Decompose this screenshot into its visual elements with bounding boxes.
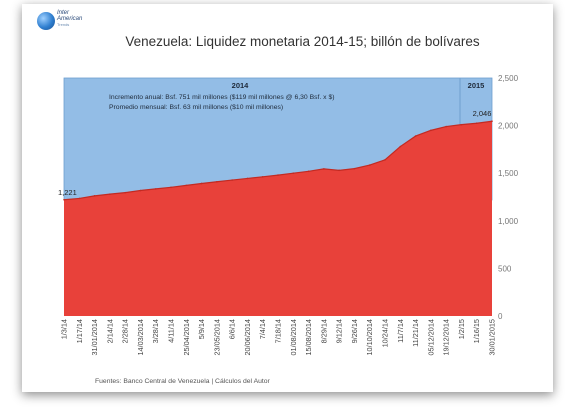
data-point xyxy=(246,177,249,180)
x-tick-label: 19/12/2014 xyxy=(442,319,451,356)
x-tick-label: 2/28/14 xyxy=(121,319,130,343)
data-point xyxy=(185,184,188,187)
source-note: Fuentes: Banco Central de Venezuela | Cá… xyxy=(95,378,270,385)
logo-text-line3: Trends xyxy=(57,22,70,27)
annotation-annual-increase: Incremento anual: Bsf. 751 mil millones … xyxy=(109,94,335,101)
logo-text-line1: Inter xyxy=(57,10,70,16)
x-tick-label: 15/08/2014 xyxy=(304,319,313,356)
y-tick-label: 1,000 xyxy=(498,217,519,226)
x-tick-label: 25/04/2014 xyxy=(182,319,191,356)
inter-american-trends-logo: Inter American Trends xyxy=(37,8,82,32)
x-tick-label: 8/29/14 xyxy=(319,319,328,343)
annotation-year-2014: 2014 xyxy=(232,81,250,90)
x-tick-label: 05/12/2014 xyxy=(426,319,435,356)
x-tick-label: 10/10/2014 xyxy=(365,319,374,356)
x-tick-label: 11/21/14 xyxy=(411,319,420,347)
data-point xyxy=(384,159,386,161)
x-tick-label: 1/17/14 xyxy=(75,319,84,343)
x-tick-label: 1/16/15 xyxy=(472,319,481,343)
globe-icon xyxy=(37,12,55,30)
data-point xyxy=(491,120,493,123)
data-point xyxy=(261,176,264,178)
data-point xyxy=(338,169,340,172)
x-tick-label: 9/26/14 xyxy=(350,319,359,343)
x-tick-label: 2/14/14 xyxy=(105,319,114,343)
y-tick-label: 500 xyxy=(498,264,512,273)
data-point xyxy=(277,174,279,176)
data-point xyxy=(460,123,463,126)
x-tick-label: 1/3/14 xyxy=(60,319,69,339)
logo-text-line2: American xyxy=(57,16,83,22)
x-tick-label: 5/9/14 xyxy=(197,319,206,339)
data-point xyxy=(63,198,65,201)
data-point xyxy=(292,172,295,174)
data-point xyxy=(154,188,157,190)
data-point xyxy=(139,189,142,192)
data-label: 2,046 xyxy=(473,109,492,118)
data-point xyxy=(430,129,432,132)
data-point xyxy=(231,179,233,181)
data-point xyxy=(323,168,325,170)
data-point xyxy=(353,167,356,170)
data-point xyxy=(399,145,402,148)
x-tick-label: 30/01/2015 xyxy=(488,319,497,356)
data-point xyxy=(109,193,111,195)
chart-title: Venezuela: Liquidez monetaria 2014-15; b… xyxy=(125,34,480,49)
y-tick-label: 2,000 xyxy=(498,122,519,131)
x-tick-label: 7/18/14 xyxy=(274,319,283,343)
x-tick-label: 23/05/2014 xyxy=(212,319,221,356)
x-tick-label: 1/2/15 xyxy=(457,319,466,339)
x-tick-label: 3/28/14 xyxy=(151,319,160,343)
x-tick-label: 6/6/14 xyxy=(228,319,237,339)
data-label: 1,221 xyxy=(58,188,77,197)
data-point xyxy=(307,170,310,173)
x-tick-label: 11/7/14 xyxy=(396,319,405,343)
y-tick-label: 0 xyxy=(498,312,503,321)
data-point xyxy=(475,122,478,125)
annotation-monthly-average: Promedio mensual: Bsf. 63 mil millones (… xyxy=(109,104,283,111)
x-tick-label: 7/4/14 xyxy=(258,319,267,339)
data-point xyxy=(216,180,218,183)
data-point xyxy=(124,191,126,194)
liquidity-area xyxy=(64,121,492,317)
x-tick-label: 4/11/14 xyxy=(167,319,176,343)
data-point xyxy=(93,195,96,197)
data-point xyxy=(368,164,371,166)
x-tick-label: 20/06/2014 xyxy=(243,319,252,356)
y-tick-label: 2,500 xyxy=(498,74,519,83)
x-tick-label: 31/01/2014 xyxy=(90,319,99,356)
y-tick-label: 1,500 xyxy=(498,169,519,178)
annotation-year-2015: 2015 xyxy=(468,81,485,90)
data-point xyxy=(414,135,417,137)
x-tick-label: 01/08/2014 xyxy=(289,319,298,356)
data-point xyxy=(200,182,203,185)
x-tick-label: 10/24/14 xyxy=(381,319,390,347)
data-point xyxy=(78,197,81,200)
x-tick-label: 14/03/2014 xyxy=(136,319,145,356)
x-tick-label: 9/12/14 xyxy=(335,319,344,343)
data-point xyxy=(170,186,172,189)
data-point xyxy=(445,125,447,128)
